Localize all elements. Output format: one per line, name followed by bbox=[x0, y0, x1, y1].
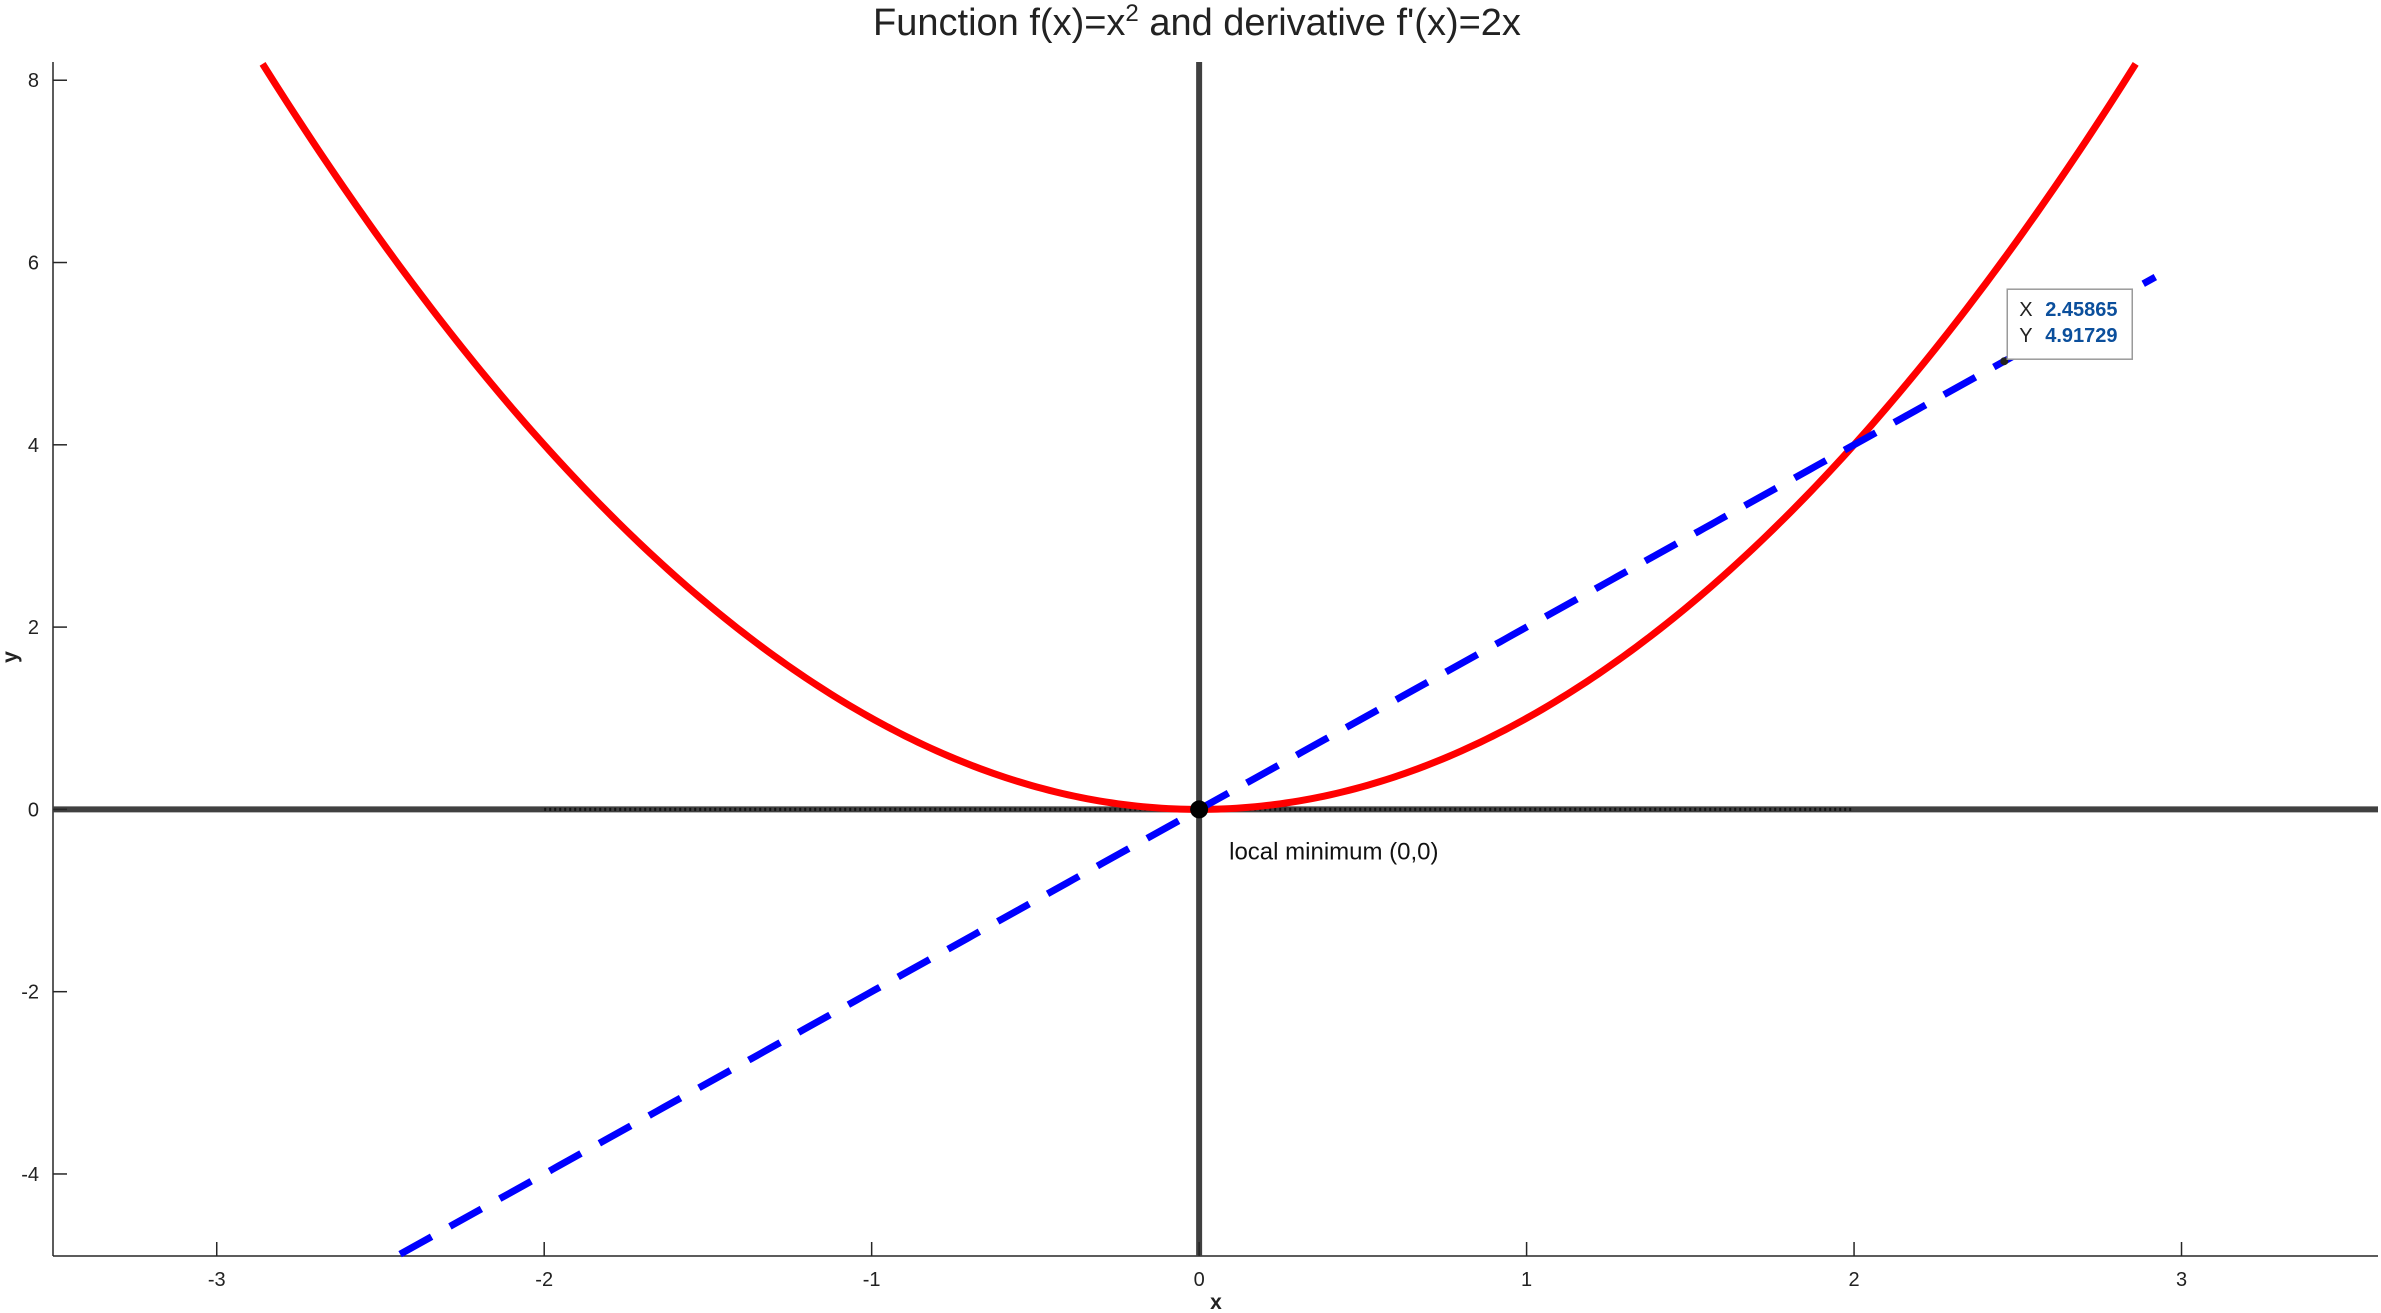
ticks-layer: -3 -2 -1 0 1 2 3 -4 -2 0 2 4 6 8 bbox=[21, 70, 2187, 1291]
chart-title-superscript: 2 bbox=[1125, 0, 1138, 27]
chart-title: Function f(x)=x2 and derivative f'(x)=2x bbox=[873, 0, 1521, 44]
annotation-label: local minimum (0,0) bbox=[1229, 838, 1438, 865]
chart-title-prefix: Function f(x)=x bbox=[873, 2, 1125, 44]
y-tick-label: -4 bbox=[21, 1164, 39, 1186]
y-tick-label: -2 bbox=[21, 982, 39, 1004]
datatip-x-key: X bbox=[2019, 299, 2032, 321]
annotation-layer: local minimum (0,0) X 2.45865 Y 4.91729 bbox=[1190, 288, 2133, 865]
datatip-y-key: Y bbox=[2019, 325, 2032, 347]
y-tick-label: 2 bbox=[28, 617, 39, 639]
y-tick-label: 8 bbox=[28, 70, 39, 92]
datatip-point[interactable] bbox=[2000, 357, 2009, 366]
y-tick-label: 0 bbox=[28, 799, 39, 821]
x-tick-label: 1 bbox=[1521, 1269, 1532, 1291]
x-tick-label: 2 bbox=[1848, 1269, 1859, 1291]
chart-title-suffix: and derivative f'(x)=2x bbox=[1139, 2, 1521, 44]
y-tick-label: 4 bbox=[28, 435, 39, 457]
datatip-box[interactable] bbox=[2006, 288, 2133, 360]
x-tick-label: 3 bbox=[2176, 1269, 2187, 1291]
x-tick-label: 0 bbox=[1194, 1269, 1205, 1291]
series-line-derivative bbox=[398, 274, 2158, 1258]
x-tick-label: -2 bbox=[535, 1269, 553, 1291]
local-minimum-marker bbox=[1190, 800, 1209, 819]
reference-lines bbox=[53, 62, 2378, 1256]
datatip-y-value: 4.91729 bbox=[2045, 325, 2117, 347]
y-axis-label: y bbox=[0, 651, 22, 663]
series-layer bbox=[259, 61, 2158, 1258]
y-tick-label: 6 bbox=[28, 253, 39, 275]
axes-frame bbox=[52, 62, 2378, 1257]
x-tick-label: -3 bbox=[208, 1269, 226, 1291]
datatip-x-value: 2.45865 bbox=[2045, 299, 2117, 321]
x-axis-label: x bbox=[1210, 1291, 1222, 1313]
x-tick-label: -1 bbox=[863, 1269, 881, 1291]
